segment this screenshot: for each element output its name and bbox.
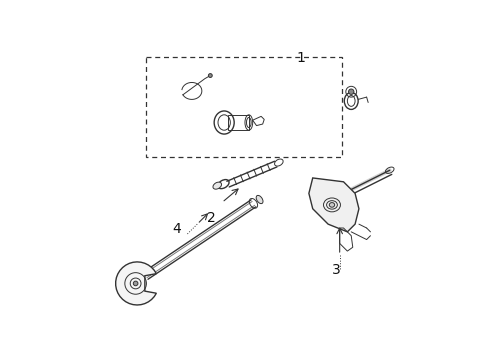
Polygon shape: [116, 262, 156, 305]
Text: 1: 1: [297, 51, 306, 65]
Ellipse shape: [256, 195, 263, 204]
Circle shape: [348, 89, 354, 94]
Circle shape: [133, 281, 138, 286]
Polygon shape: [309, 178, 359, 232]
Ellipse shape: [213, 182, 221, 189]
Text: 2: 2: [207, 211, 216, 225]
Bar: [146, 57, 342, 157]
Circle shape: [208, 73, 212, 77]
Text: 3: 3: [331, 263, 340, 276]
Text: 4: 4: [172, 222, 181, 236]
Ellipse shape: [329, 203, 335, 207]
